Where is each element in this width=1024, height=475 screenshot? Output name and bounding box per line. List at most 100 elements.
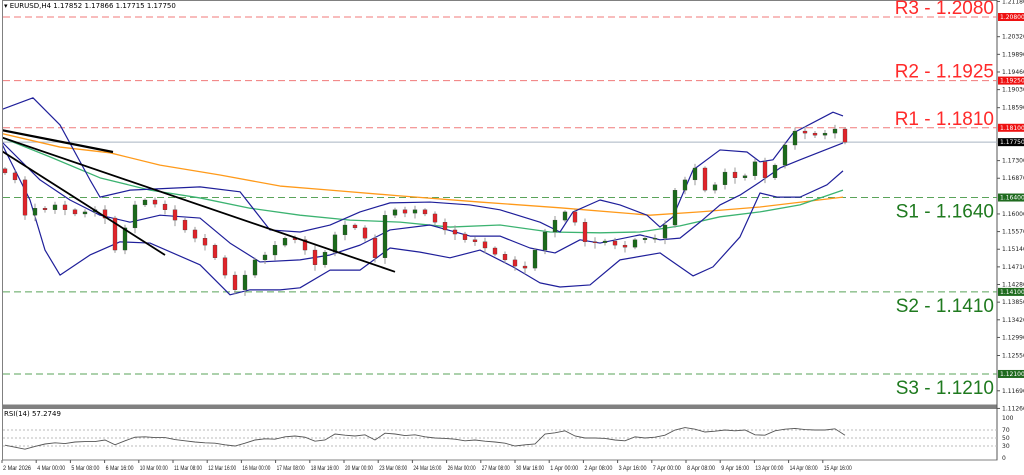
candle-bear bbox=[502, 254, 508, 261]
candle-bear bbox=[112, 217, 118, 251]
close-value: 1.17750 bbox=[146, 2, 176, 10]
candle-bull bbox=[132, 204, 138, 229]
price-tick-label: 1.12990 bbox=[1002, 334, 1024, 341]
candle-bull bbox=[32, 208, 38, 216]
level-axis-box bbox=[998, 123, 1024, 132]
time-tick-label: 4 Mar 00:00 bbox=[37, 466, 66, 472]
level-axis-label: 1.20800 bbox=[1000, 14, 1024, 21]
candle-bull bbox=[792, 130, 798, 146]
level-label-r3: R3 - 1.2080 bbox=[895, 0, 994, 19]
rsi-tick-label: 70 bbox=[1002, 427, 1010, 434]
candle-bull bbox=[342, 224, 348, 236]
candle-bull bbox=[412, 209, 418, 214]
price-tick-label: 1.17300 bbox=[1002, 158, 1024, 165]
price-tick-label: 1.12550 bbox=[1002, 352, 1024, 359]
time-tick-label: 16 Mar 00:00 bbox=[242, 466, 271, 472]
candle-bear bbox=[432, 213, 438, 223]
candle-bull bbox=[562, 211, 568, 221]
low-value: 1.17715 bbox=[115, 2, 145, 10]
level-axis-label: 1.12100 bbox=[1000, 371, 1024, 378]
price-tick-label: 1.15140 bbox=[1002, 246, 1024, 253]
time-tick-label: 8 Apr 08:00 bbox=[687, 466, 716, 472]
price-tick-label: 1.11260 bbox=[1002, 405, 1024, 412]
level-label-r1: R1 - 1.1810 bbox=[895, 109, 994, 130]
candle-bull bbox=[652, 238, 658, 240]
time-tick-label: 15 Apr 16:00 bbox=[824, 466, 853, 472]
trendline bbox=[3, 136, 396, 273]
candle-bull bbox=[262, 254, 268, 261]
bollinger-middle-line bbox=[3, 142, 844, 263]
candle-bear bbox=[482, 241, 488, 249]
price-tick-label: 1.11690 bbox=[1002, 388, 1024, 395]
candle-bear bbox=[452, 229, 458, 235]
candle-bull bbox=[242, 274, 248, 290]
candle-bear bbox=[492, 247, 498, 255]
chart-header: ▾ EURUSD,H4 1.17852 1.17866 1.17715 1.17… bbox=[4, 2, 176, 10]
price-tick-label: 1.21180 bbox=[1002, 0, 1024, 5]
candle-bear bbox=[302, 239, 308, 251]
level-axis-label: 1.14100 bbox=[1000, 289, 1024, 296]
rsi-tick-label: 30 bbox=[1002, 443, 1010, 450]
candle-bear bbox=[702, 167, 708, 191]
time-tick-label: 10 Mar 00:00 bbox=[140, 466, 169, 472]
candle-bull bbox=[712, 184, 718, 191]
candle-bull bbox=[122, 227, 128, 251]
candle-bear bbox=[162, 203, 168, 210]
candle-bear bbox=[372, 238, 378, 258]
time-tick-label: 18 Mar 16:00 bbox=[311, 466, 340, 472]
time-tick-label: 9 Apr 16:00 bbox=[721, 466, 750, 472]
candle-bear bbox=[572, 211, 578, 223]
main-plot bbox=[3, 16, 997, 375]
candle-bear bbox=[472, 239, 478, 242]
rsi-label: RSI(14) 57.2749 bbox=[4, 410, 61, 418]
level-axis-label: 1.18100 bbox=[1000, 125, 1024, 132]
candle-bear bbox=[462, 233, 468, 240]
rsi-tick-label: 100 bbox=[1002, 415, 1014, 422]
price-tick-label: 1.13850 bbox=[1002, 299, 1024, 306]
candle-bear bbox=[222, 257, 228, 276]
main-panel-frame bbox=[2, 0, 998, 406]
triangle-down-icon[interactable]: ▾ bbox=[4, 2, 8, 10]
rsi-line bbox=[4, 427, 846, 450]
candle-bear bbox=[362, 227, 368, 239]
time-tick-label: 2 Apr 08:00 bbox=[584, 466, 613, 472]
candle-bull bbox=[822, 132, 828, 136]
candle-bear bbox=[442, 221, 448, 231]
price-tick-label: 1.18590 bbox=[1002, 105, 1024, 112]
candle-bull bbox=[602, 240, 608, 243]
panel-separator bbox=[2, 405, 997, 408]
time-tick-label: 13 Apr 00:00 bbox=[755, 466, 784, 472]
ma-slow-line bbox=[3, 133, 844, 216]
price-tick-label: 1.13420 bbox=[1002, 317, 1024, 324]
candle-bull bbox=[782, 144, 788, 166]
candle-bear bbox=[512, 259, 518, 267]
candle-bull bbox=[392, 209, 398, 216]
level-label-s2: S2 - 1.1410 bbox=[896, 296, 994, 317]
symbol-label: EURUSD,H4 bbox=[9, 2, 52, 10]
open-value: 1.17852 bbox=[53, 2, 83, 10]
rsi-tick-label: 0 bbox=[1002, 455, 1006, 462]
time-tick-label: 2 Mar 2026 bbox=[3, 466, 32, 472]
time-tick-label: 26 Mar 00:00 bbox=[448, 466, 477, 472]
candle-bear bbox=[202, 238, 208, 246]
candle-bull bbox=[52, 204, 58, 210]
candle-bear bbox=[842, 128, 848, 143]
level-axis-label: 1.16400 bbox=[1000, 195, 1024, 202]
current-price-label: 1.17750 bbox=[1000, 139, 1024, 146]
candle-bear bbox=[102, 209, 108, 219]
price-tick-label: 1.14710 bbox=[1002, 264, 1024, 271]
candle-bear bbox=[622, 244, 628, 248]
level-label-s1: S1 - 1.1640 bbox=[896, 202, 994, 223]
price-tick-label: 1.16000 bbox=[1002, 211, 1024, 218]
high-value: 1.17866 bbox=[84, 2, 114, 10]
level-axis-box bbox=[998, 369, 1024, 378]
time-tick-label: 24 Mar 16:00 bbox=[413, 466, 442, 472]
candle-bull bbox=[272, 244, 278, 256]
price-tick-label: 1.14280 bbox=[1002, 282, 1024, 289]
candle-bull bbox=[692, 167, 698, 181]
price-tick-label: 1.19890 bbox=[1002, 51, 1024, 58]
candle-bull bbox=[742, 175, 748, 178]
time-tick-label: 17 Mar 08:00 bbox=[277, 466, 306, 472]
rsi-tick-label: 50 bbox=[1002, 435, 1010, 442]
